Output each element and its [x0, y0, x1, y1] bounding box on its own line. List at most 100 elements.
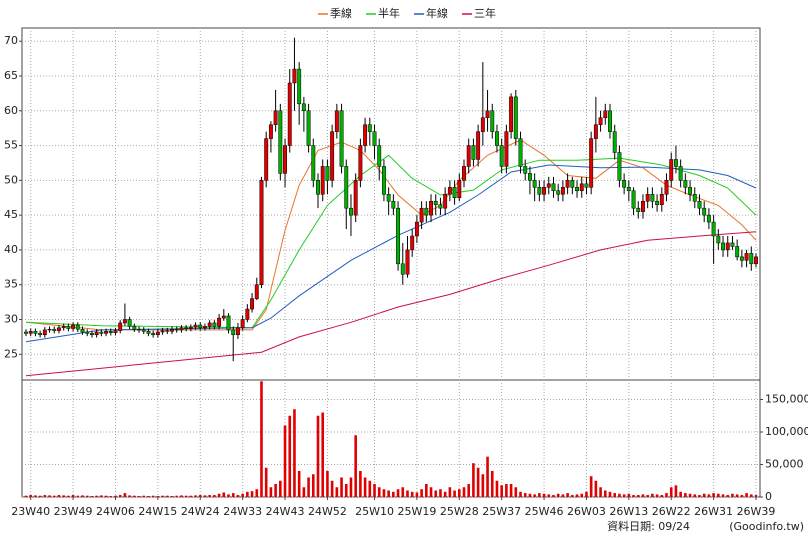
candle-body	[353, 180, 358, 216]
candle-body	[495, 131, 499, 146]
volume-bar	[519, 491, 522, 497]
candle-body	[739, 256, 744, 261]
volume-bar	[293, 409, 296, 497]
volume-bar	[57, 495, 61, 497]
y-tick-label: 55	[4, 139, 18, 152]
volume-bar	[641, 494, 645, 497]
candle-body	[560, 187, 565, 195]
candle-body	[622, 180, 627, 188]
candle-body	[226, 315, 231, 331]
volume-bar	[429, 487, 433, 497]
candle-body	[711, 221, 716, 237]
volume-bar	[627, 493, 631, 497]
legend-label: 三年	[474, 6, 496, 20]
volume-bar	[589, 476, 593, 497]
volume-bar	[203, 495, 207, 497]
candle-body	[188, 326, 193, 329]
candle-body	[546, 183, 551, 188]
candle-body	[452, 187, 457, 198]
ma-line	[25, 231, 757, 377]
candle-body	[659, 194, 664, 205]
volume-bar	[731, 493, 734, 497]
volume-bar	[222, 492, 226, 497]
volume-bar	[264, 467, 268, 497]
candle-body	[391, 200, 396, 209]
x-tick-label: 25W19	[397, 505, 436, 518]
candle-body	[33, 331, 38, 334]
x-tick-label: 24W43	[266, 505, 305, 518]
volume-bar	[213, 495, 216, 497]
volume-bar	[76, 495, 80, 497]
footer-date: 資料日期: 09/24	[607, 519, 690, 533]
volume-bar	[462, 487, 466, 497]
volume-bar	[128, 495, 131, 497]
x-tick-label: 25W37	[482, 505, 521, 518]
volume-bar	[81, 495, 84, 497]
candle-body	[551, 183, 556, 192]
candle-body	[730, 242, 735, 247]
candle-body	[650, 194, 655, 202]
candle-body	[631, 190, 636, 209]
candle-body	[235, 327, 240, 336]
volume-bar	[62, 495, 65, 497]
volume-bar	[368, 480, 372, 497]
volume-bar	[283, 425, 287, 497]
volume-bar	[71, 495, 75, 497]
volume-bar	[679, 491, 682, 497]
candle-body	[499, 145, 504, 167]
volume-bar	[90, 496, 94, 497]
volume-bar	[509, 484, 513, 497]
candle-body	[330, 131, 335, 181]
candle-body	[683, 180, 688, 188]
candle-body	[509, 96, 514, 132]
candle-body	[542, 187, 547, 195]
volume-bar	[490, 471, 494, 497]
volume-bar	[693, 494, 697, 497]
y-tick-label: 65	[4, 69, 18, 82]
candle-body	[118, 322, 123, 331]
volume-bar	[279, 480, 282, 497]
x-tick-label: 24W33	[223, 505, 262, 518]
candle-body	[645, 194, 650, 202]
ma-line	[25, 154, 757, 329]
y-tick-label: 35	[4, 278, 18, 291]
candle-body	[598, 117, 603, 125]
volume-bar	[717, 493, 720, 497]
volume-bar	[669, 487, 673, 497]
candle-body	[429, 200, 433, 216]
candle-body	[612, 131, 617, 153]
candle-body	[584, 183, 589, 188]
candle-body	[24, 331, 28, 334]
candle-body	[363, 124, 368, 146]
y-tick-label: 30	[4, 312, 18, 325]
candle-body	[735, 246, 740, 258]
candle-body	[367, 124, 372, 132]
volume-bar	[571, 495, 574, 497]
candle-body	[358, 145, 363, 181]
x-tick-label: 26W13	[609, 505, 648, 518]
volume-bar	[85, 495, 89, 497]
candle-body	[297, 68, 302, 105]
candle-body	[655, 200, 660, 205]
volume-bar	[618, 493, 621, 497]
candle-body	[744, 253, 749, 261]
candle-body	[476, 131, 481, 160]
volume-bar	[335, 487, 339, 497]
volume-bar	[735, 494, 739, 497]
volume-bar	[29, 495, 33, 497]
candle-body	[749, 253, 754, 265]
volume-bar	[142, 495, 146, 497]
candle-body	[75, 324, 80, 330]
candle-body	[122, 319, 127, 324]
x-tick-label: 24W52	[308, 505, 347, 518]
legend-label: 季線	[330, 6, 352, 20]
volume-bar	[665, 493, 668, 497]
candle-body	[537, 187, 542, 195]
volume-bar	[406, 490, 409, 497]
candle-body	[617, 152, 622, 181]
candle-body	[410, 235, 415, 251]
candle-body	[179, 327, 184, 331]
candle-body	[151, 333, 156, 336]
candle-body	[480, 117, 485, 132]
